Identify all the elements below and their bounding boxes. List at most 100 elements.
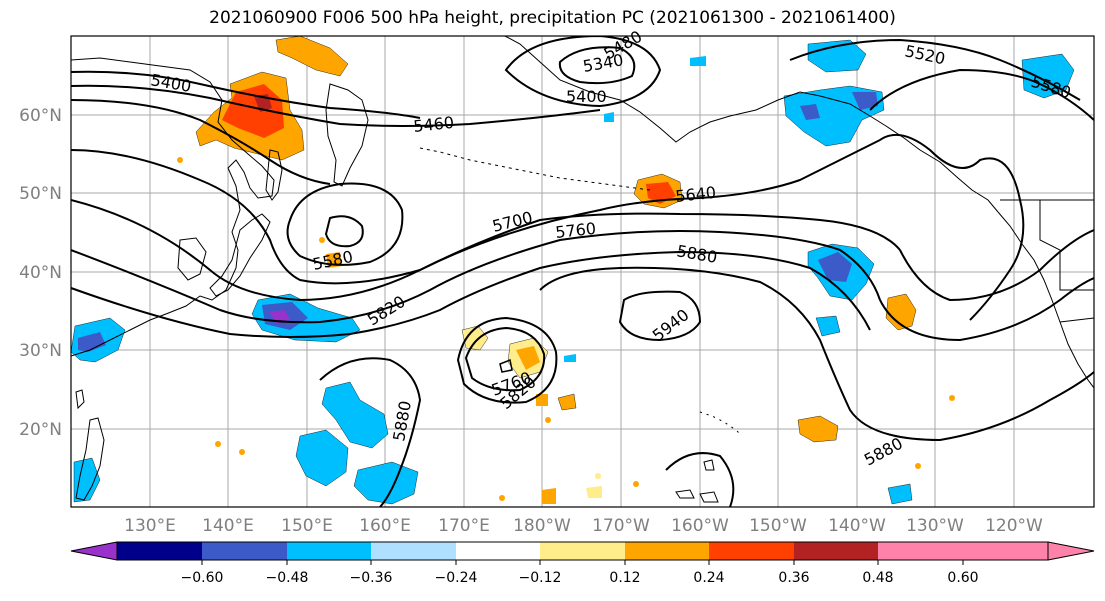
precip-dot (915, 463, 921, 469)
coast-sakhalin (265, 149, 283, 201)
precip-blob (516, 346, 540, 370)
precip-dot (239, 449, 245, 455)
contour-5940 (618, 290, 702, 342)
precip-blob (542, 488, 556, 504)
contour-5520-east (789, 38, 1081, 101)
island-group (675, 489, 695, 499)
colorbar-segment (794, 542, 878, 560)
lon-label: 140°W (828, 516, 886, 536)
precip-blob (295, 429, 349, 487)
contour-east-trough (879, 133, 1025, 321)
contour-east-trough-3 (879, 277, 1094, 342)
lat-label: 40°N (19, 263, 62, 283)
precip-blob (73, 457, 101, 503)
precip-blob (818, 252, 852, 282)
lon-label: 160°E (359, 516, 411, 536)
island-group (703, 459, 715, 471)
colorbar-segment (202, 542, 287, 560)
precip-blob (461, 325, 489, 351)
precip-blob (353, 461, 419, 505)
precip-blob (852, 92, 878, 110)
precip-blob (321, 381, 389, 449)
precip-blob (1021, 53, 1075, 99)
height-contours (71, 36, 1094, 507)
precip-blob (797, 415, 839, 443)
map-border (70, 35, 1095, 508)
colorbar-tick-label: −0.60 (181, 570, 224, 586)
contour-5580-east (869, 68, 1094, 121)
precip-blob (536, 394, 548, 406)
lat-label: 60°N (19, 106, 62, 126)
colorbar-segment (625, 542, 709, 560)
colorbar-outline (116, 541, 1049, 561)
precip-blob (646, 182, 676, 204)
precip-blob (887, 483, 913, 505)
colorbar: −0.60 −0.48 −0.36 −0.24 −0.12 0.12 0.24 … (70, 541, 1095, 586)
coast-japan (209, 213, 271, 297)
colorbar-tick-label: 0.60 (947, 570, 978, 586)
coast-korea (177, 237, 207, 281)
contour-label: 5760 (554, 219, 596, 242)
lon-label: 170°W (592, 516, 650, 536)
colorbar-tick-label: −0.24 (435, 570, 478, 586)
colorbar-tick-label: −0.48 (266, 570, 309, 586)
lat-label: 50°N (19, 184, 62, 204)
colorbar-segment (456, 542, 540, 560)
contour-5520-west (71, 99, 331, 185)
precip-blob (275, 36, 349, 77)
coast-north-america (997, 211, 1094, 389)
lon-label: 150°E (281, 516, 333, 536)
lon-label: 140°E (202, 516, 254, 536)
lon-label: 130°E (124, 516, 176, 536)
precip-dot (949, 395, 955, 401)
precip-positive-anomalies (177, 36, 955, 504)
contour-label: 5400 (566, 87, 607, 106)
hawaii-islands (699, 411, 743, 437)
precip-blob (604, 112, 614, 122)
precip-dot (595, 473, 601, 479)
precip-blob (690, 56, 706, 66)
coast-taiwan (75, 389, 85, 410)
precip-blob (586, 486, 602, 498)
precip-negative-anomalies (71, 39, 1075, 505)
lon-label: 150°W (749, 516, 807, 536)
contour-low-inner (324, 215, 364, 248)
colorbar-tick-label: −0.12 (519, 570, 562, 586)
lat-label: 20°N (19, 420, 62, 440)
precip-blob (885, 293, 917, 331)
contour-north-low (504, 36, 662, 108)
contour-5700 (71, 199, 901, 302)
precip-dot (545, 417, 551, 423)
latitude-labels: 60°N 50°N 40°N 30°N 20°N (19, 106, 62, 440)
lon-label: 120°W (985, 516, 1043, 536)
colorbar-right-extension (963, 542, 1094, 560)
coast-alaska (504, 36, 999, 213)
lat-label: 30°N (19, 341, 62, 361)
coast-philippines (75, 417, 105, 501)
precip-dot (633, 481, 639, 487)
colorbar-ticks (201, 560, 964, 565)
lon-label: 130°W (906, 516, 964, 536)
island-group (699, 491, 719, 503)
contour-low-pacific (464, 326, 546, 392)
map-title: 2021060900 F006 500 hPa height, precipit… (209, 8, 896, 28)
colorbar-tick-label: 0.12 (609, 570, 640, 586)
contour-5880-south (319, 357, 422, 507)
contour-low-pacific-outer (456, 316, 558, 404)
precip-blob (564, 354, 576, 362)
precip-dot (319, 237, 325, 243)
precip-dot (177, 157, 183, 163)
precip-dot (215, 441, 221, 447)
colorbar-tick-label: 0.36 (778, 570, 809, 586)
colorbar-segment (709, 542, 794, 560)
colorbar-left-extension (71, 542, 117, 560)
precip-blob (78, 332, 106, 352)
contour-5580-low (286, 182, 404, 266)
contour-label: 5640 (674, 183, 716, 206)
contour-5880 (539, 266, 1094, 442)
contour-south-inner-small (499, 358, 513, 373)
border-us-states (1039, 200, 1094, 291)
precip-blob (807, 39, 867, 73)
contour-east-trough-2 (899, 229, 1094, 302)
